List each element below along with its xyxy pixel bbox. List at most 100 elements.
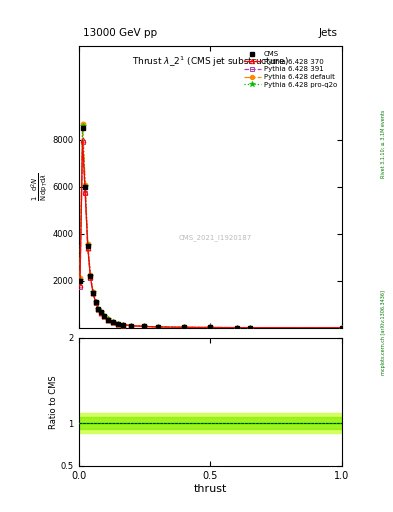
- Line: Pythia 6.428 pro-q2o: Pythia 6.428 pro-q2o: [77, 123, 345, 331]
- Pythia 6.428 391: [99, 310, 103, 316]
- Pythia 6.428 391: [88, 274, 93, 281]
- Pythia 6.428 370: [99, 310, 103, 316]
- Pythia 6.428 default: [77, 275, 82, 282]
- Pythia 6.428 391: [234, 325, 239, 331]
- Pythia 6.428 pro-q2o: [99, 309, 103, 315]
- Text: Jets: Jets: [319, 28, 338, 38]
- Pythia 6.428 default: [116, 321, 120, 327]
- Pythia 6.428 pro-q2o: [155, 324, 160, 330]
- Pythia 6.428 pro-q2o: [91, 289, 95, 295]
- Pythia 6.428 370: [129, 323, 134, 329]
- Pythia 6.428 391: [121, 322, 126, 328]
- CMS: [116, 321, 120, 327]
- Pythia 6.428 370: [142, 324, 147, 330]
- Pythia 6.428 391: [80, 139, 85, 145]
- Pythia 6.428 pro-q2o: [85, 242, 90, 248]
- Pythia 6.428 391: [85, 245, 90, 251]
- Pythia 6.428 default: [91, 289, 95, 295]
- Pythia 6.428 391: [105, 316, 110, 323]
- Line: Pythia 6.428 370: Pythia 6.428 370: [77, 138, 344, 330]
- Pythia 6.428 default: [94, 298, 98, 305]
- CMS: [110, 319, 115, 326]
- Pythia 6.428 370: [234, 325, 239, 331]
- CMS: [96, 306, 101, 312]
- Pythia 6.428 391: [340, 325, 344, 331]
- Pythia 6.428 391: [77, 284, 82, 290]
- CMS: [94, 299, 98, 305]
- Pythia 6.428 370: [94, 300, 98, 306]
- Pythia 6.428 370: [208, 325, 213, 331]
- CMS: [99, 309, 103, 315]
- CMS: [248, 325, 252, 331]
- Pythia 6.428 370: [101, 313, 106, 319]
- Pythia 6.428 pro-q2o: [116, 321, 120, 327]
- CMS: [208, 325, 213, 331]
- Pythia 6.428 391: [116, 321, 120, 327]
- CMS: [155, 324, 160, 330]
- CMS: [77, 278, 82, 284]
- Pythia 6.428 391: [96, 306, 101, 312]
- CMS: [142, 324, 147, 330]
- Pythia 6.428 pro-q2o: [234, 325, 239, 331]
- Text: CMS_2021_I1920187: CMS_2021_I1920187: [179, 234, 252, 241]
- X-axis label: thrust: thrust: [194, 483, 227, 494]
- Pythia 6.428 pro-q2o: [88, 273, 93, 279]
- CMS: [91, 289, 95, 295]
- Pythia 6.428 default: [101, 313, 106, 319]
- Pythia 6.428 370: [85, 245, 90, 251]
- CMS: [101, 313, 106, 319]
- Pythia 6.428 default: [208, 325, 213, 331]
- Pythia 6.428 default: [83, 181, 88, 187]
- Pythia 6.428 default: [80, 120, 85, 126]
- Pythia 6.428 default: [182, 324, 186, 330]
- CMS: [340, 325, 344, 331]
- Pythia 6.428 pro-q2o: [142, 324, 147, 330]
- Pythia 6.428 default: [99, 309, 103, 315]
- Pythia 6.428 default: [121, 322, 126, 328]
- Pythia 6.428 391: [101, 313, 106, 319]
- CMS: [182, 324, 186, 330]
- Pythia 6.428 391: [182, 324, 186, 330]
- Pythia 6.428 391: [248, 325, 252, 331]
- Pythia 6.428 pro-q2o: [121, 322, 126, 328]
- Pythia 6.428 370: [105, 316, 110, 323]
- Pythia 6.428 370: [91, 290, 95, 296]
- Pythia 6.428 default: [234, 325, 239, 331]
- Pythia 6.428 default: [129, 323, 134, 329]
- Pythia 6.428 pro-q2o: [110, 319, 115, 326]
- Pythia 6.428 370: [248, 325, 252, 331]
- Pythia 6.428 pro-q2o: [105, 316, 110, 323]
- Pythia 6.428 391: [110, 319, 115, 326]
- Pythia 6.428 370: [83, 188, 88, 195]
- Pythia 6.428 391: [155, 324, 160, 330]
- Pythia 6.428 pro-q2o: [94, 298, 98, 305]
- Text: mcplots.cern.ch [arXiv:1306.3436]: mcplots.cern.ch [arXiv:1306.3436]: [381, 290, 386, 375]
- CMS: [121, 322, 126, 328]
- Pythia 6.428 391: [83, 190, 88, 196]
- Pythia 6.428 pro-q2o: [208, 325, 213, 331]
- Pythia 6.428 391: [91, 290, 95, 296]
- Pythia 6.428 370: [80, 137, 85, 143]
- CMS: [129, 323, 134, 329]
- Line: CMS: CMS: [77, 126, 344, 330]
- Pythia 6.428 pro-q2o: [248, 325, 252, 331]
- Pythia 6.428 391: [129, 323, 134, 329]
- Pythia 6.428 370: [88, 274, 93, 281]
- Pythia 6.428 default: [248, 325, 252, 331]
- Pythia 6.428 pro-q2o: [182, 324, 186, 330]
- Pythia 6.428 default: [340, 325, 344, 331]
- Legend: CMS, Pythia 6.428 370, Pythia 6.428 391, Pythia 6.428 default, Pythia 6.428 pro-: CMS, Pythia 6.428 370, Pythia 6.428 391,…: [242, 50, 338, 89]
- CMS: [85, 243, 90, 249]
- Pythia 6.428 370: [340, 325, 344, 331]
- Pythia 6.428 370: [116, 321, 120, 327]
- Text: Thrust $\lambda\_2^1$ (CMS jet substructure): Thrust $\lambda\_2^1$ (CMS jet substruct…: [132, 55, 289, 69]
- Y-axis label: $\frac{1}{\mathrm{N}}\frac{\mathrm{d}^2N}{\mathrm{d}\mathrm{p}_T\mathrm{d}\lambd: $\frac{1}{\mathrm{N}}\frac{\mathrm{d}^2N…: [29, 173, 50, 201]
- Line: Pythia 6.428 default: Pythia 6.428 default: [77, 121, 344, 330]
- Pythia 6.428 default: [105, 316, 110, 323]
- Pythia 6.428 pro-q2o: [129, 323, 134, 329]
- CMS: [83, 184, 88, 190]
- CMS: [80, 125, 85, 131]
- Pythia 6.428 pro-q2o: [83, 183, 88, 189]
- Pythia 6.428 pro-q2o: [101, 313, 106, 319]
- Pythia 6.428 391: [142, 324, 147, 330]
